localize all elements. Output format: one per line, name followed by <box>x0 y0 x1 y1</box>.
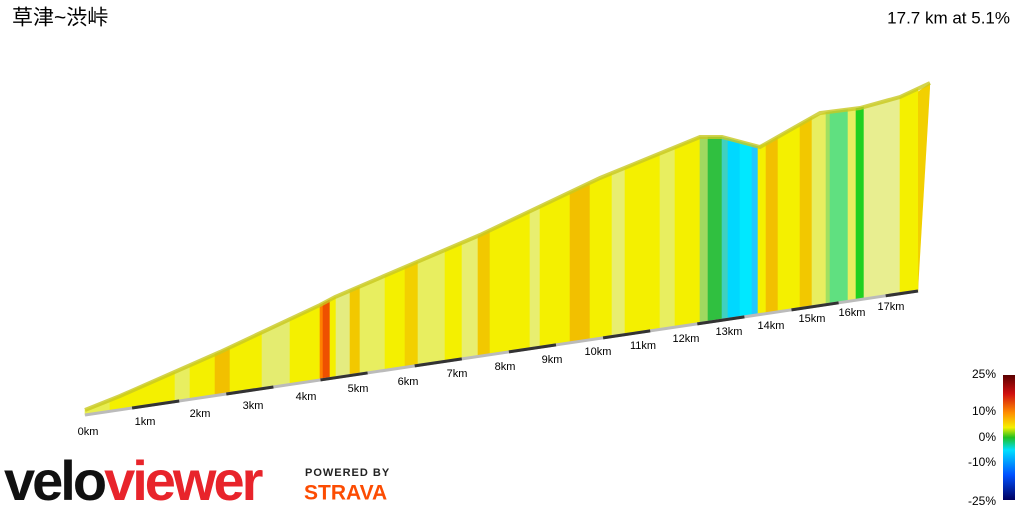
gradient-segment <box>777 123 801 313</box>
distance-band <box>131 399 180 410</box>
gradient-segment <box>349 285 361 376</box>
distance-label: 3km <box>243 400 264 412</box>
distance-label: 7km <box>447 368 468 380</box>
legend-label: -10% <box>968 455 996 469</box>
gradient-segment <box>847 108 857 302</box>
powered-by: POWERED BY <box>305 467 390 479</box>
distance-label: 15km <box>799 313 826 325</box>
gradient-segment <box>529 206 541 350</box>
gradient-segment <box>727 138 741 320</box>
gradient-segment <box>319 302 324 381</box>
distance-label: 14km <box>758 320 785 332</box>
gradient-segment <box>384 266 406 371</box>
distance-label: 9km <box>542 354 563 366</box>
gradient-segment <box>659 146 676 330</box>
distance-band <box>602 329 651 340</box>
distance-band <box>697 315 745 326</box>
distance-axis: 0km 1km 2km 3km 4km 5km 6km 7km 8km 9km 10km 11km 12… <box>78 289 919 438</box>
distance-band <box>414 357 463 368</box>
distance-label: 5km <box>348 383 369 395</box>
gradient-segment <box>855 106 865 301</box>
gradient-segment <box>624 152 661 335</box>
gradient-segment <box>322 299 331 380</box>
distance-label: 2km <box>190 408 211 420</box>
gradient-segment <box>757 143 767 316</box>
gradient-segment <box>359 275 386 375</box>
gradient-segment <box>589 172 613 341</box>
gradient-segment <box>477 229 491 357</box>
gradient-segment <box>739 141 753 318</box>
gradient-segment <box>329 296 337 379</box>
distance-label: 13km <box>716 326 743 338</box>
gradient-segment <box>489 210 531 356</box>
distance-band <box>508 343 557 354</box>
distance-label: 12km <box>673 333 700 345</box>
gradient-segment <box>539 191 571 348</box>
baseline <box>84 289 919 417</box>
gradient-segment <box>765 136 779 314</box>
logo-part: viewer <box>104 449 263 512</box>
gradient-segment <box>825 111 831 306</box>
gradient-segment <box>335 290 351 378</box>
gradient-segment <box>404 261 419 368</box>
distance-label: 6km <box>398 376 419 388</box>
distance-band <box>885 289 919 298</box>
distance-label: 1km <box>135 416 156 428</box>
summary: 17.7 km at 5.1% <box>887 8 1010 27</box>
distance-label: 4km <box>296 391 317 403</box>
gradient-segment <box>699 136 709 324</box>
distance-band <box>226 385 274 396</box>
gradient-segment <box>721 136 729 321</box>
gradient-segment <box>674 136 701 328</box>
legend-label: 25% <box>972 367 996 381</box>
elevation-profile <box>84 81 931 416</box>
gradient-segment <box>829 109 849 305</box>
gradient-segment <box>751 144 759 317</box>
logo: veloviewer <box>4 449 263 512</box>
distance-band <box>320 371 368 382</box>
profile-top <box>84 81 931 412</box>
legend-label: -25% <box>968 494 996 508</box>
end-face <box>918 83 930 291</box>
distance-label: 11km <box>630 340 656 352</box>
logo-part: velo <box>4 449 106 512</box>
gradient-segment <box>811 111 827 308</box>
legend-label: 0% <box>979 430 997 444</box>
gradient-segment <box>569 182 591 344</box>
gradient-segment <box>611 167 626 337</box>
gradient-segment <box>444 242 463 362</box>
gradient-segment <box>461 235 479 360</box>
distance-label: 10km <box>585 346 612 358</box>
distance-label: 0km <box>78 426 99 438</box>
gradient-segment <box>417 249 446 366</box>
gradient-segment <box>863 96 901 300</box>
distance-band <box>791 301 839 312</box>
gradient-segment <box>707 136 723 323</box>
title: 草津~渋峠 <box>12 7 108 30</box>
legend-label: 10% <box>972 404 996 418</box>
gradient-legend <box>1003 375 1015 500</box>
gradient-segment <box>899 88 919 295</box>
distance-label: 17km <box>878 301 905 313</box>
distance-label: 8km <box>495 361 516 373</box>
distance-label: 16km <box>839 307 866 319</box>
gradient-segment <box>799 117 813 309</box>
partner-logo: STRAVA <box>304 482 387 505</box>
